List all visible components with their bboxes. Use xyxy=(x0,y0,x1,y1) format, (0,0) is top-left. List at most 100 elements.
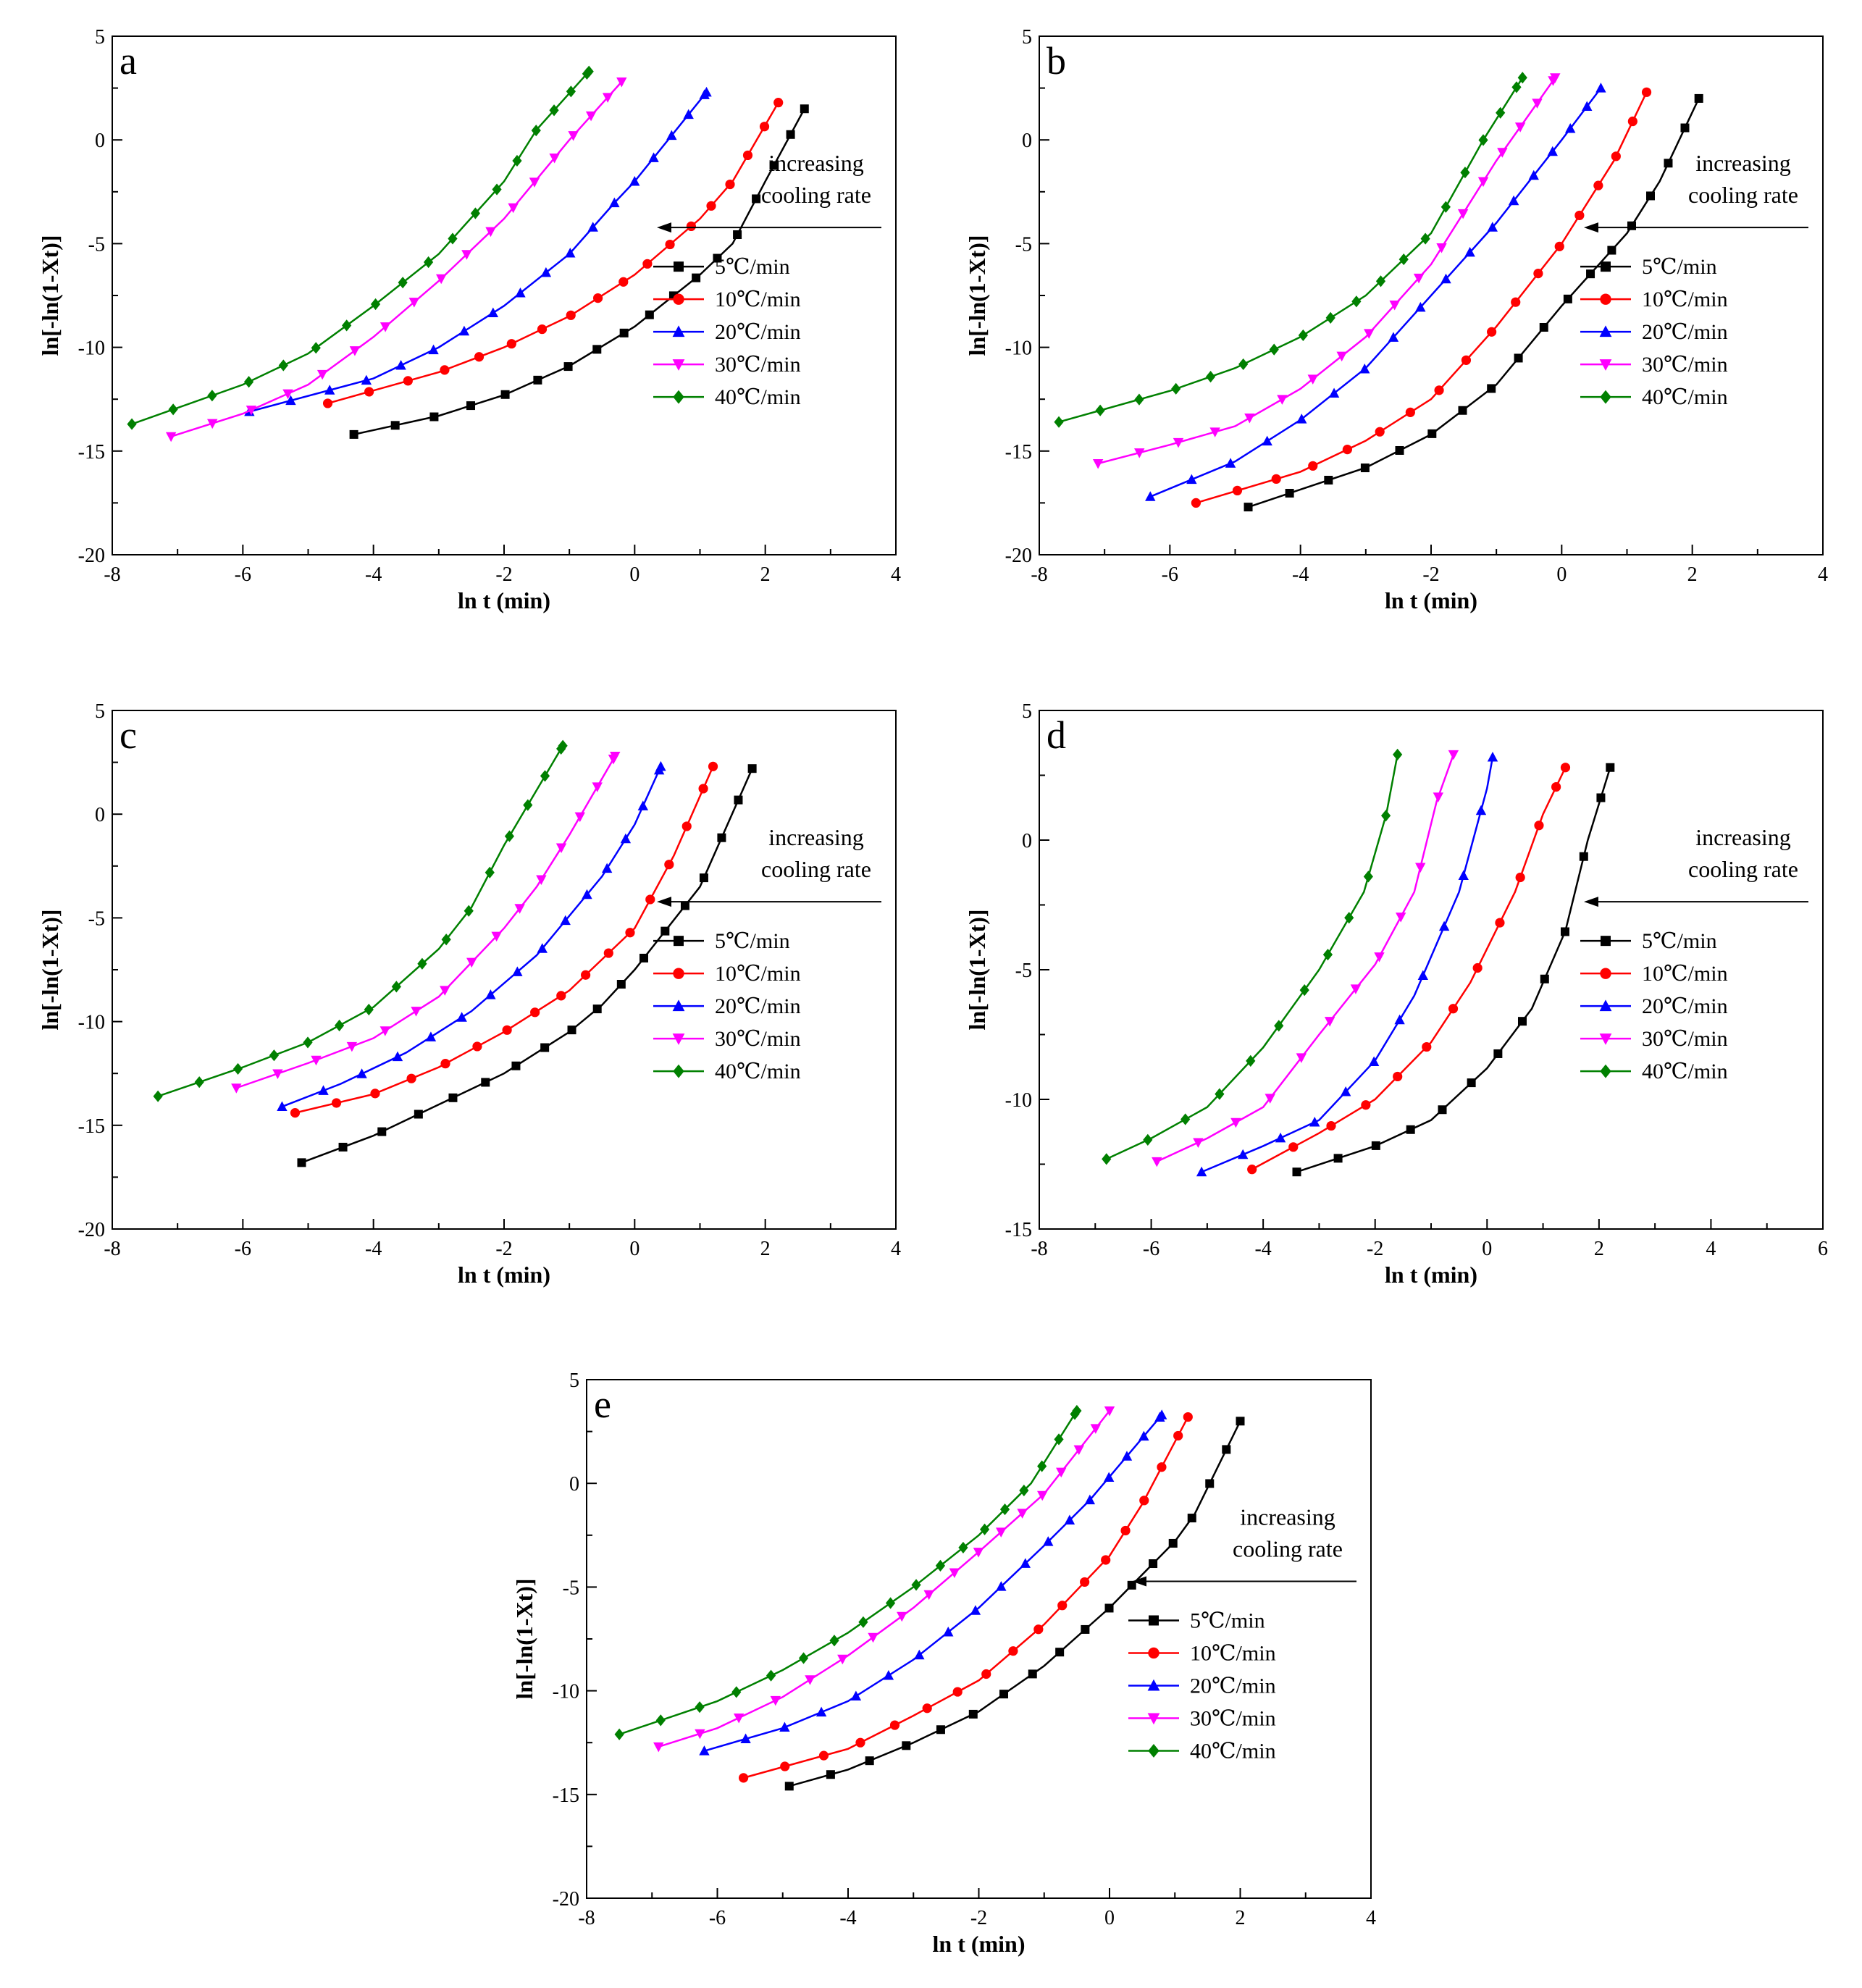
data-point xyxy=(614,1728,624,1740)
legend-label: 30℃/min xyxy=(1642,353,1728,377)
data-point xyxy=(943,1627,954,1637)
data-point xyxy=(1415,301,1426,312)
data-point xyxy=(1551,781,1561,792)
data-point xyxy=(1008,1646,1018,1656)
y-tick-label: -10 xyxy=(78,1012,105,1034)
data-point xyxy=(406,1073,416,1083)
y-tick-label: -10 xyxy=(1005,337,1032,360)
data-point xyxy=(973,1548,984,1558)
series-10 xyxy=(322,98,784,408)
data-point xyxy=(1090,1424,1102,1434)
y-tick-label: -15 xyxy=(78,441,105,464)
data-point xyxy=(1322,949,1333,961)
arrow-head xyxy=(1584,897,1598,907)
series-30 xyxy=(653,1406,1115,1753)
data-point xyxy=(370,1089,380,1099)
data-point xyxy=(1299,983,1309,997)
data-point xyxy=(342,319,352,332)
data-point xyxy=(698,784,708,794)
data-point xyxy=(680,901,689,910)
data-point xyxy=(603,948,613,958)
data-point xyxy=(734,795,743,805)
data-point xyxy=(618,277,629,287)
series-10 xyxy=(739,1412,1193,1783)
arrow-head xyxy=(1584,222,1598,233)
data-point xyxy=(868,1632,878,1643)
data-point xyxy=(511,1061,521,1070)
legend-marker xyxy=(672,1033,685,1045)
legend-label: 20℃/min xyxy=(1190,1674,1276,1698)
data-point xyxy=(485,227,496,238)
data-point xyxy=(587,222,598,232)
data-point xyxy=(1157,1462,1167,1472)
data-point xyxy=(1460,167,1470,179)
data-point xyxy=(1406,1125,1415,1134)
data-point xyxy=(1694,93,1703,103)
legend-marker xyxy=(673,968,684,979)
legend-label: 5℃/min xyxy=(715,255,790,279)
legend-marker xyxy=(1599,325,1612,337)
data-point xyxy=(316,369,328,380)
data-point xyxy=(560,915,571,926)
legend-marker xyxy=(1149,1615,1159,1626)
data-point xyxy=(1145,491,1156,501)
data-point xyxy=(1139,1496,1149,1506)
data-point xyxy=(1539,322,1548,332)
legend-marker xyxy=(672,325,685,337)
data-point xyxy=(949,1568,960,1579)
data-point xyxy=(699,1745,710,1756)
data-point xyxy=(540,1043,550,1052)
y-tick-label: -20 xyxy=(553,1888,579,1911)
data-point xyxy=(1102,1153,1112,1165)
data-point xyxy=(1057,1601,1068,1611)
data-point xyxy=(529,177,540,188)
data-point xyxy=(996,1527,1007,1538)
arrow-head xyxy=(657,222,671,233)
data-point xyxy=(1019,1484,1029,1497)
data-point xyxy=(1265,1094,1275,1104)
series-40 xyxy=(614,1404,1082,1740)
legend-label: 5℃/min xyxy=(1190,1609,1265,1632)
data-point xyxy=(1464,246,1475,257)
data-point xyxy=(440,1059,450,1069)
data-point xyxy=(1664,159,1673,168)
series-line xyxy=(1201,757,1494,1173)
legend-label: 5℃/min xyxy=(715,929,790,953)
data-point xyxy=(1433,792,1444,802)
data-point xyxy=(1230,1117,1241,1128)
data-point xyxy=(540,770,550,782)
legend-label: 10℃/min xyxy=(1190,1641,1276,1665)
data-point xyxy=(331,1098,342,1108)
data-point xyxy=(1496,106,1506,119)
series-40 xyxy=(127,65,594,430)
series-40 xyxy=(153,739,568,1102)
data-point xyxy=(440,365,450,375)
series-line xyxy=(1196,91,1648,504)
data-point xyxy=(1360,464,1370,473)
data-point xyxy=(865,1756,874,1766)
data-point xyxy=(773,98,784,108)
data-point xyxy=(370,298,381,311)
data-point xyxy=(411,1007,422,1017)
data-point xyxy=(282,389,293,400)
data-point xyxy=(902,1741,911,1750)
data-point xyxy=(537,943,548,953)
data-point xyxy=(981,1669,991,1679)
data-point xyxy=(1540,974,1549,983)
series-10 xyxy=(1191,87,1652,508)
data-point xyxy=(805,1675,815,1685)
data-point xyxy=(1043,1536,1054,1546)
y-tick-label: -5 xyxy=(1015,960,1032,982)
data-point xyxy=(1511,297,1521,307)
data-point xyxy=(968,1709,978,1719)
data-point xyxy=(1511,81,1522,93)
data-point xyxy=(470,207,481,219)
data-point xyxy=(523,799,533,811)
data-point xyxy=(1645,191,1655,201)
data-point xyxy=(1103,1472,1115,1482)
data-point xyxy=(1173,1430,1183,1441)
legend-marker xyxy=(672,999,685,1012)
data-point xyxy=(1084,1494,1096,1505)
data-point xyxy=(417,957,427,970)
